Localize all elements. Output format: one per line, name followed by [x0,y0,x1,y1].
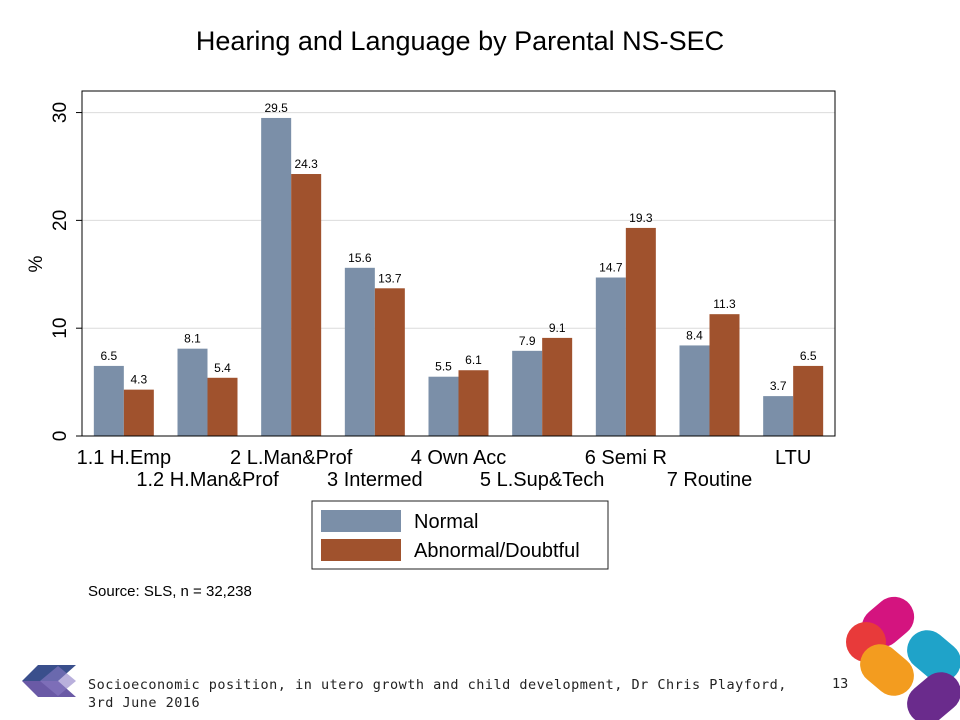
bar-abnormal [123,389,154,436]
footer-caption: Socioeconomic position, in utero growth … [88,677,787,711]
bar-normal [763,396,794,436]
legend: Normal Abnormal/Doubtful [311,500,609,570]
bar-normal [177,348,208,436]
data-label: 5.5 [435,360,452,374]
legend-label-normal: Normal [414,511,478,533]
data-label: 3.7 [770,379,787,393]
data-label: 14.7 [599,261,623,275]
bar-abnormal [793,365,824,436]
data-label: 11.3 [713,297,736,311]
bar-abnormal [207,377,238,436]
x-tick-label: 1.1 H.Emp [77,447,171,469]
page-number: 13 [832,676,849,692]
data-label: 7.9 [519,334,536,348]
data-label: 6.5 [800,349,817,363]
y-tick-label: 0 [50,431,71,442]
x-tick-label: 1.2 H.Man&Prof [136,469,279,491]
brand-mark-icon [846,596,960,720]
y-tick-label: 10 [50,318,71,339]
x-tick-label: 7 Routine [667,469,753,491]
x-tick-label: 4 Own Acc [411,447,507,469]
bar-abnormal [374,288,405,436]
x-tick-label: 5 L.Sup&Tech [480,469,605,491]
data-label: 6.1 [465,353,482,367]
source-note: Source: SLS, n = 32,238 [88,583,252,600]
plot-area: 0 10 20 30 6.5 8.1 29.5 15.6 5.5 7.9 14.7 8.4 3.7 4.3… [50,90,836,491]
bar-normal [428,376,459,436]
bar-abnormal [709,314,740,436]
bar-normal [679,345,710,436]
chart-title: Hearing and Language by Parental NS-SEC [196,26,724,56]
bar-abnormal [542,337,573,436]
bar-normal [595,277,626,436]
legend-swatch-normal [321,510,401,532]
plot-frame [81,90,836,437]
y-tick-label: 30 [50,102,71,123]
data-label: 24.3 [294,157,318,171]
y-axis-label: % [26,255,47,272]
bar-normal [344,267,375,436]
bar-normal [93,365,124,436]
x-tick-label: LTU [775,447,811,469]
legend-swatch-abnormal [321,539,401,561]
bar-abnormal [458,370,489,436]
x-tick-label: 6 Semi R [585,447,667,469]
x-tick-label: 2 L.Man&Prof [230,447,353,469]
data-label: 4.3 [130,373,147,387]
bar-abnormal [291,174,322,436]
x-tick-label: 3 Intermed [327,469,423,491]
bar-normal [512,350,543,436]
data-label: 19.3 [629,211,653,225]
footer-logo-icon [22,665,76,697]
data-label: 13.7 [378,271,402,285]
data-label: 5.4 [214,361,231,375]
data-label: 8.4 [686,328,703,342]
bar-normal [261,117,292,436]
data-label: 29.5 [264,101,288,115]
data-label: 6.5 [100,349,117,363]
y-tick-label: 20 [50,210,71,231]
data-label: 9.1 [549,321,566,335]
data-label: 8.1 [184,332,201,346]
data-label: 15.6 [348,251,372,265]
bar-abnormal [625,227,656,436]
legend-label-abnormal: Abnormal/Doubtful [414,540,580,562]
